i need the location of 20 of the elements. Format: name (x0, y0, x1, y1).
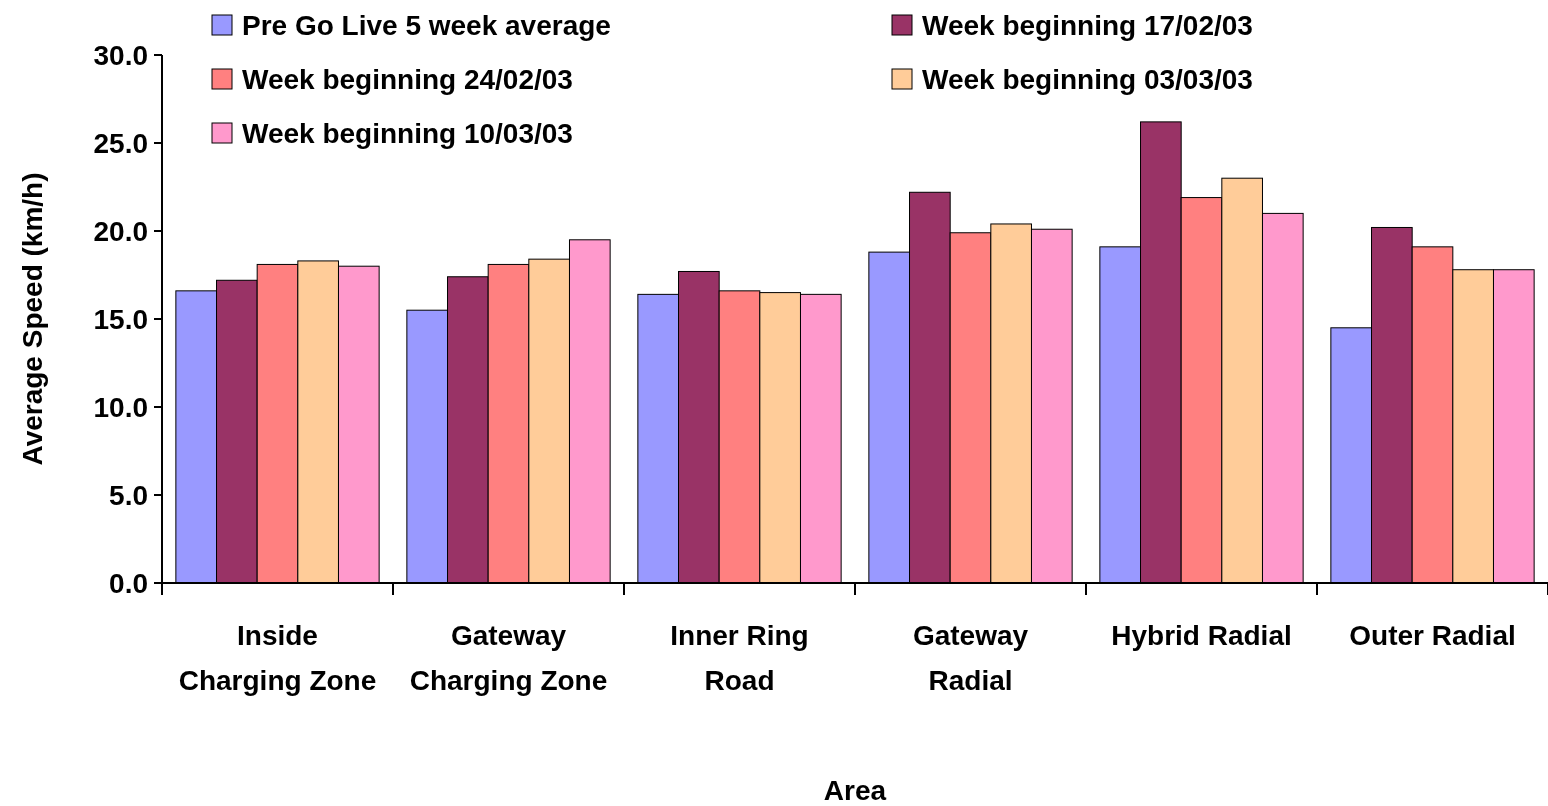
y-tick-label: 15.0 (93, 303, 148, 335)
y-tick-label: 5.0 (109, 479, 148, 511)
x-tick-label: Gateway Charging Zone (409, 620, 608, 696)
x-tick-label: Gateway Radial (912, 620, 1029, 696)
legend-label: Pre Go Live 5 week average (242, 9, 611, 41)
legend-label: Week beginning 10/03/03 (242, 117, 573, 149)
x-tick-label: Hybrid Radial (1111, 620, 1292, 651)
x-tick-label: Inner Ring Road (670, 620, 809, 696)
x-tick-label: Inside Charging Zone (178, 620, 377, 696)
y-tick-label: 30.0 (93, 39, 148, 71)
x-axis-title: Area (823, 775, 887, 806)
x-tick-label: Outer Radial (1349, 620, 1516, 651)
y-tick-label: 0.0 (109, 567, 148, 599)
y-tick-label: 25.0 (93, 127, 148, 159)
legend-label: Week beginning 17/02/03 (922, 9, 1253, 41)
y-tick-label: 20.0 (93, 215, 148, 247)
legend-label: Week beginning 03/03/03 (922, 63, 1253, 95)
y-axis-title: Average Speed (km/h) (17, 172, 48, 466)
y-tick-label: 10.0 (93, 391, 148, 423)
legend-label: Week beginning 24/02/03 (242, 63, 573, 95)
